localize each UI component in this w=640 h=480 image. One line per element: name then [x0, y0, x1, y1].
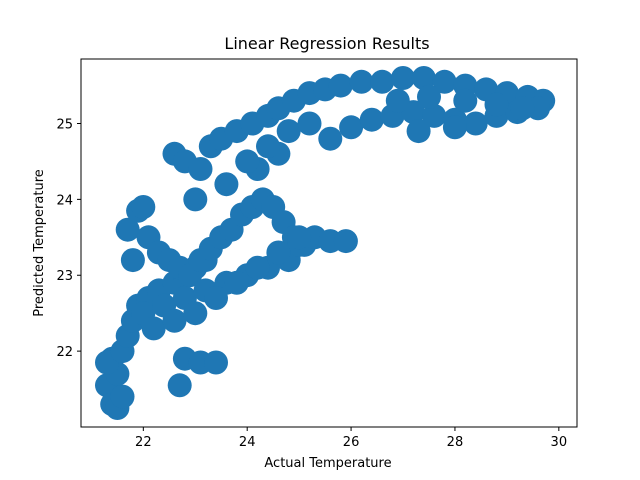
scatter-point [432, 69, 457, 94]
scatter-point [204, 286, 228, 310]
plot-frame [80, 58, 578, 428]
scatter-point [188, 157, 213, 181]
scatter-point [245, 255, 270, 280]
scatter-point [318, 126, 343, 151]
points-layer [95, 66, 556, 420]
scatter-point [115, 217, 140, 242]
scatter-point [463, 111, 488, 136]
x-tick-label: 24 [239, 435, 256, 450]
scatter-point [235, 149, 260, 174]
scatter-point [287, 225, 312, 250]
y-axis: 22 23 24 25 [56, 117, 81, 360]
chart-title: Linear Regression Results [224, 34, 429, 53]
x-tick-label: 30 [551, 435, 568, 450]
scatter-point [391, 66, 415, 90]
y-tick-label: 24 [56, 193, 73, 208]
scatter-point [417, 84, 441, 109]
scatter-point [162, 308, 187, 333]
y-tick-label: 25 [56, 117, 73, 132]
scatter-point [510, 96, 535, 121]
scatter-point [256, 134, 280, 159]
scatter-point [328, 73, 353, 98]
scatter-point [359, 107, 384, 132]
scatter-point [120, 248, 145, 273]
scatter-point [297, 111, 322, 136]
scatter-point [411, 66, 436, 90]
scatter-point [167, 373, 192, 398]
scatter-point [266, 240, 291, 265]
scatter-point [349, 69, 374, 94]
scatter-point [214, 172, 239, 197]
y-axis-label: Predicted Temperature [32, 169, 47, 317]
scatter-point [385, 88, 410, 113]
scatter-point [224, 270, 249, 295]
scatter-point [183, 187, 208, 212]
x-axis-label: Actual Temperature [264, 456, 391, 471]
scatter-point [422, 103, 447, 128]
scatter-point [183, 301, 208, 326]
x-tick-label: 26 [343, 435, 360, 450]
x-axis: 22 24 26 28 30 [135, 427, 567, 450]
scatter-point [333, 229, 358, 254]
x-tick-label: 28 [447, 435, 464, 450]
scatter-point [406, 119, 431, 144]
scatter-point [131, 195, 156, 219]
scatter-point [276, 119, 301, 144]
x-tick-label: 22 [135, 435, 152, 450]
scatter-point [442, 115, 467, 140]
scatter-point [204, 350, 228, 375]
scatter-point [141, 316, 166, 341]
scatter-point [453, 88, 478, 113]
scatter-point [484, 92, 509, 117]
scatter-point [370, 69, 395, 94]
y-tick-label: 23 [56, 269, 73, 284]
y-tick-label: 22 [56, 345, 73, 360]
scatter-point [339, 115, 364, 140]
scatter-point [110, 384, 135, 409]
